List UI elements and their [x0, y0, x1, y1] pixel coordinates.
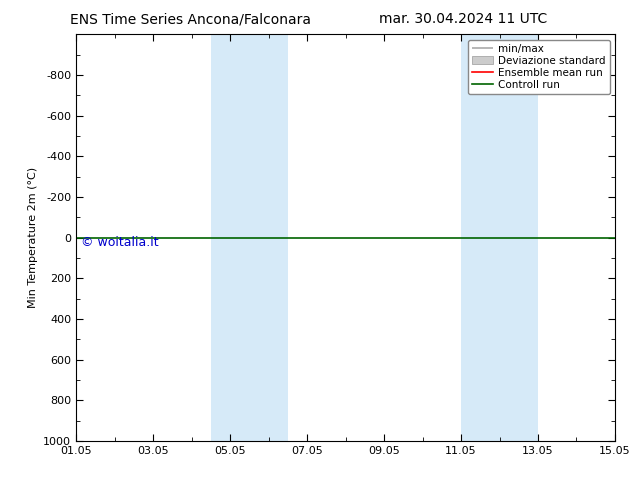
Legend: min/max, Deviazione standard, Ensemble mean run, Controll run: min/max, Deviazione standard, Ensemble m…	[468, 40, 610, 94]
Text: ENS Time Series Ancona/Falconara: ENS Time Series Ancona/Falconara	[70, 12, 311, 26]
Text: mar. 30.04.2024 11 UTC: mar. 30.04.2024 11 UTC	[378, 12, 547, 26]
Bar	[249, 34, 288, 441]
Bar	[461, 34, 500, 441]
Text: © woitalia.it: © woitalia.it	[81, 236, 159, 248]
Bar	[210, 34, 249, 441]
Bar	[500, 34, 538, 441]
Y-axis label: Min Temperature 2m (°C): Min Temperature 2m (°C)	[28, 167, 37, 308]
